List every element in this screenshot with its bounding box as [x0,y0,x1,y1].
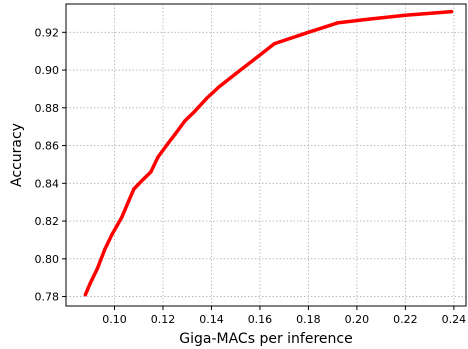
data-point [132,187,136,191]
x-axis-label: Giga-MACs per inference [179,331,352,347]
data-point [272,41,277,46]
data-points [83,9,454,297]
data-point [149,170,153,174]
y-tick-label: 0.84 [35,177,60,190]
x-tick-label: 0.22 [393,313,418,326]
x-tick-label: 0.24 [442,313,467,326]
data-point [204,96,209,101]
data-point [173,132,177,136]
plot-frame [65,3,467,307]
data-point [95,266,100,270]
data-point [83,292,88,297]
data-point [253,57,257,61]
y-tick-label: 0.80 [35,253,60,266]
y-tick-label: 0.82 [35,215,60,228]
data-point [139,179,143,184]
data-point [156,155,160,159]
x-tick-label: 0.12 [151,313,176,326]
data-point [120,215,124,219]
series-line [83,9,454,297]
y-axis-label: Accuracy [9,123,25,187]
y-tick-label: 0.78 [35,291,60,304]
series-lines [83,9,454,297]
data-point [127,198,131,202]
data-point [192,109,197,114]
x-tick-label: 0.18 [296,313,321,326]
x-tick-label: 0.16 [248,313,273,326]
data-point [217,85,221,89]
x-tick-label: 0.14 [199,313,224,326]
x-tick-label: 0.20 [345,313,370,326]
data-point [166,141,170,146]
y-tick-label: 0.88 [35,102,60,115]
data-point [306,30,311,35]
data-point [88,281,92,286]
axis-ticks: 0.10 0.12 0.14 0.16 0.18 0.20 0.22 0.24 0.78 0.80… [35,26,467,326]
data-point [449,9,454,14]
data-point [335,21,340,25]
x-tick-label: 0.10 [102,313,127,326]
data-point [403,13,408,18]
data-point [110,232,114,236]
data-point [233,72,238,76]
y-tick-label: 0.86 [35,140,60,153]
data-point [183,119,187,123]
y-tick-label: 0.92 [35,26,60,39]
y-tick-label: 0.90 [35,64,60,77]
data-point [103,247,107,252]
data-point [367,17,371,21]
